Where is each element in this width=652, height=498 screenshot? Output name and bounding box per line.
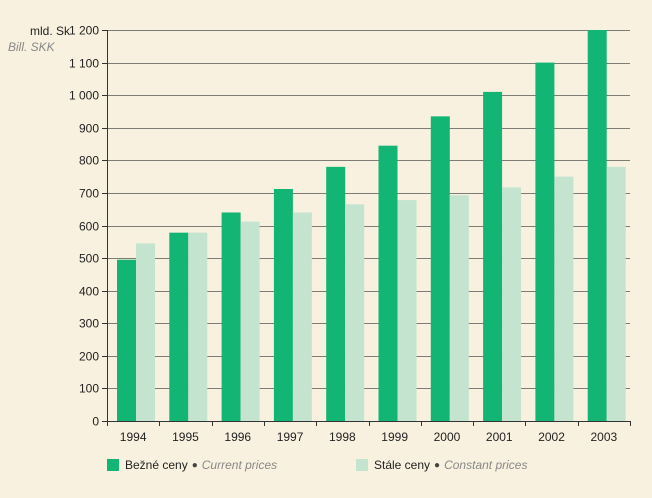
bars [117,30,626,422]
bar-constant-1997 [292,212,312,421]
x-tick-label-1996: 1996 [224,430,251,444]
x-tick-label-2003: 2003 [590,430,617,444]
legend-swatch-constant [356,459,368,471]
bar-constant-2002 [554,176,574,421]
legend-label-constant-en: Constant prices [444,458,528,472]
bar-constant-1996 [240,221,260,421]
y-tick-label-700: 700 [79,187,99,201]
x-tick-label-1999: 1999 [381,430,408,444]
y-tick-label-1100: 1 100 [69,57,99,71]
bar-current-1997 [273,189,293,421]
y-tick-label-1200: 1 200 [69,24,99,38]
x-tick-label-1997: 1997 [277,430,304,444]
legend-label-current: Bežné ceny [125,458,188,472]
bar-constant-2001 [502,187,522,421]
legend-swatch-current [107,459,119,471]
bar-current-2002 [535,62,555,421]
x-tick-label-2001: 2001 [486,430,513,444]
x-tick-label-1995: 1995 [172,430,199,444]
bar-current-1995 [169,232,189,421]
y-tick-label-800: 800 [79,154,99,168]
bar-constant-1998 [345,204,365,421]
bar-current-1994 [117,259,136,421]
y-tick-label-100: 100 [79,382,99,396]
y-tick-label-400: 400 [79,285,99,299]
bar-current-2003 [587,30,607,421]
y-tick-label-500: 500 [79,252,99,266]
x-tick-label-2000: 2000 [434,430,461,444]
legend-separator-current: ● [191,459,198,471]
x-tick-label-1994: 1994 [120,430,147,444]
y-tick-label-200: 200 [79,350,99,364]
bar-constant-2000 [449,195,469,421]
x-tick-label-2002: 2002 [538,430,565,444]
legend: Bežné ceny ● Current prices Stále ceny ●… [0,458,652,478]
legend-label-constant: Stále ceny [374,458,431,472]
bar-constant-2003 [606,166,626,421]
y-axis-unit-label-en: Bill. SKK [8,40,55,54]
y-axis-unit-label: mld. Sk [30,24,71,38]
legend-item-constant: Stále ceny ● Constant prices [356,458,527,472]
y-tick-label-900: 900 [79,122,99,136]
legend-separator-constant: ● [434,459,441,471]
bar-current-2000 [430,116,450,422]
legend-item-current: Bežné ceny ● Current prices [107,458,277,472]
x-tick-label-1998: 1998 [329,430,356,444]
y-tick-label-1000: 1 000 [69,89,99,103]
y-tick-label-600: 600 [79,220,99,234]
legend-label-current-en: Current prices [201,458,278,472]
bar-current-2001 [483,91,503,422]
bar-current-1999 [378,145,398,421]
axes: 0 100 200 300 400 500 600 700 800 900 1 000 1 100 1 … [69,24,631,444]
bar-current-1998 [326,166,346,421]
bar-constant-1995 [188,232,208,421]
y-tick-label-300: 300 [79,317,99,331]
bar-current-1996 [221,212,241,421]
bar-constant-1999 [397,200,417,421]
y-tick-label-0: 0 [92,415,99,429]
bar-constant-1994 [136,243,155,421]
